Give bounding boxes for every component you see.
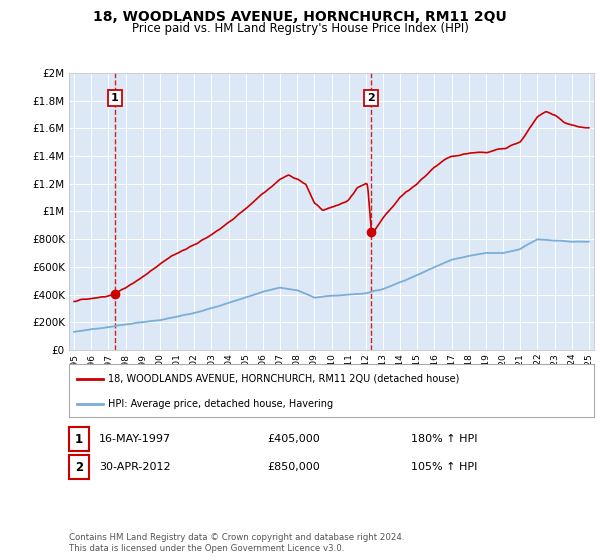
Text: 18, WOODLANDS AVENUE, HORNCHURCH, RM11 2QU: 18, WOODLANDS AVENUE, HORNCHURCH, RM11 2…: [93, 10, 507, 24]
Text: £405,000: £405,000: [267, 434, 320, 444]
Text: 1: 1: [111, 93, 119, 102]
Text: 1: 1: [75, 432, 83, 446]
Text: 105% ↑ HPI: 105% ↑ HPI: [411, 462, 478, 472]
Text: 16-MAY-1997: 16-MAY-1997: [99, 434, 171, 444]
Text: 2: 2: [75, 460, 83, 474]
Text: Price paid vs. HM Land Registry's House Price Index (HPI): Price paid vs. HM Land Registry's House …: [131, 22, 469, 35]
Text: 18, WOODLANDS AVENUE, HORNCHURCH, RM11 2QU (detached house): 18, WOODLANDS AVENUE, HORNCHURCH, RM11 2…: [109, 374, 460, 384]
Text: HPI: Average price, detached house, Havering: HPI: Average price, detached house, Have…: [109, 399, 334, 409]
Text: 180% ↑ HPI: 180% ↑ HPI: [411, 434, 478, 444]
Text: 30-APR-2012: 30-APR-2012: [99, 462, 170, 472]
Text: 2: 2: [368, 93, 376, 102]
Text: £850,000: £850,000: [267, 462, 320, 472]
Text: Contains HM Land Registry data © Crown copyright and database right 2024.
This d: Contains HM Land Registry data © Crown c…: [69, 533, 404, 553]
